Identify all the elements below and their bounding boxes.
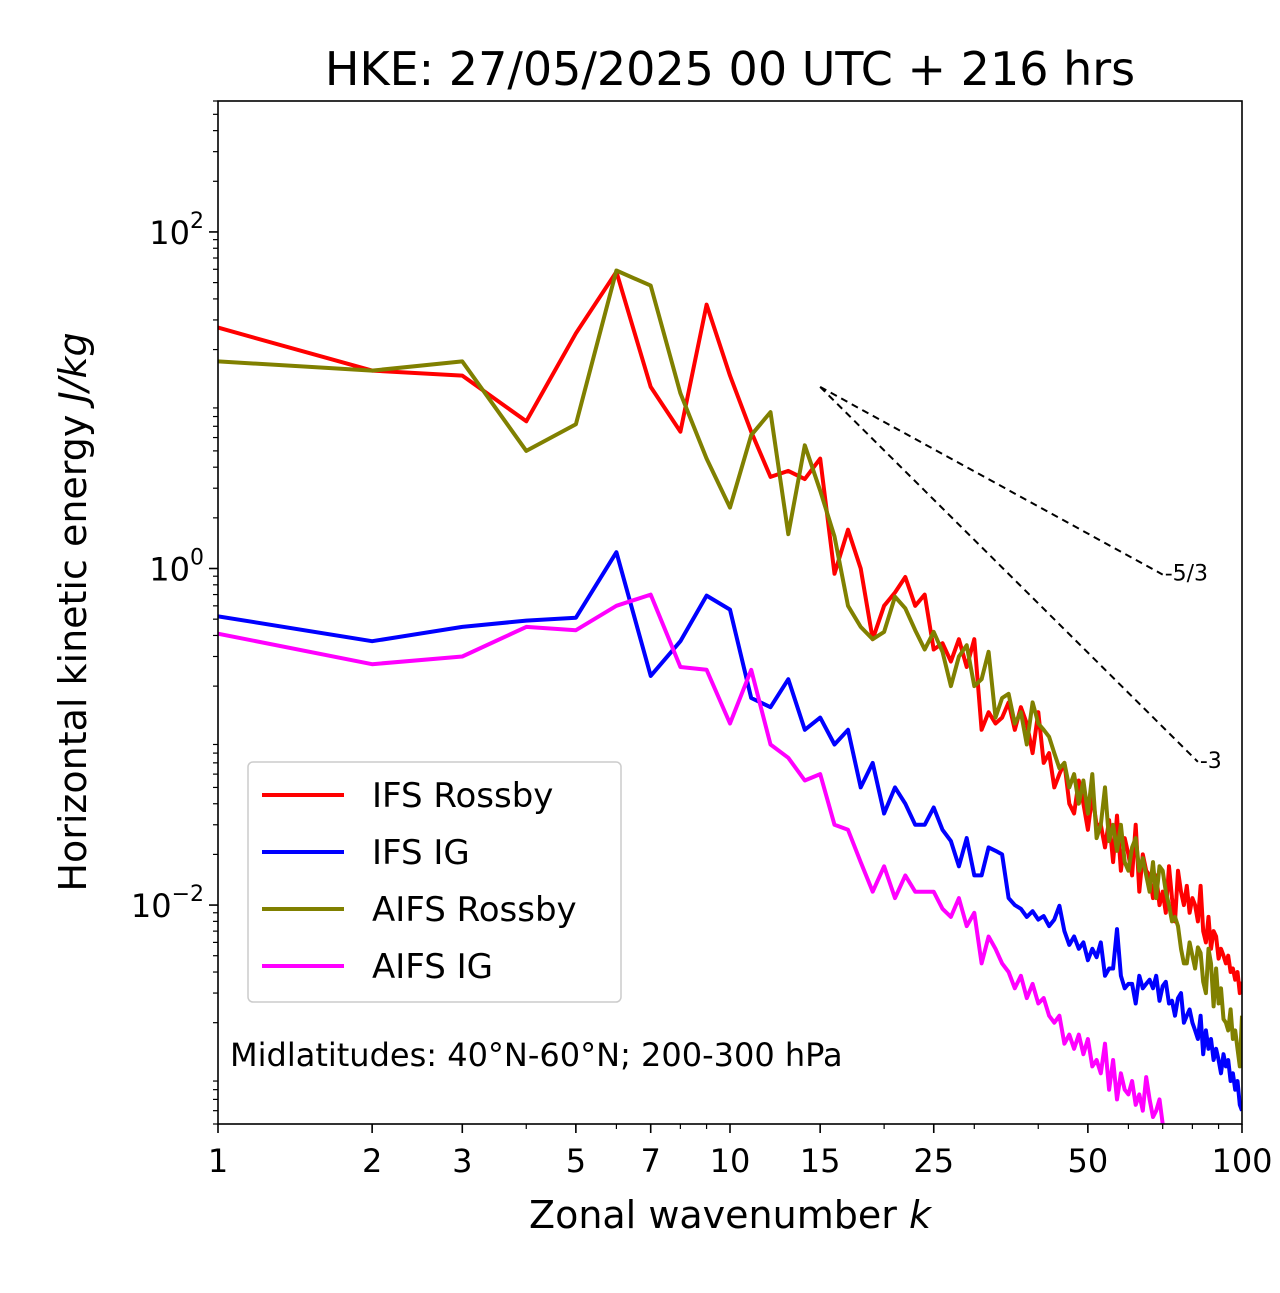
y-tick-label: 102 bbox=[149, 209, 204, 252]
series-line-ifs-ig bbox=[218, 550, 1242, 1112]
y-axis-label: Horizontal kinetic energy J/kg bbox=[51, 332, 95, 891]
plot-lines bbox=[218, 268, 1242, 1124]
chart-title: HKE: 27/05/2025 00 UTC + 216 hrs bbox=[325, 42, 1135, 96]
slope-label: -3 bbox=[1200, 749, 1222, 774]
legend-box bbox=[247, 761, 622, 1003]
legend-label: IFS Rossby bbox=[372, 776, 553, 816]
x-tick-label: 15 bbox=[800, 1142, 841, 1180]
minor-ticks bbox=[213, 100, 1220, 1129]
legend-label: AIFS Rossby bbox=[372, 890, 577, 930]
slope-line bbox=[819, 386, 1199, 763]
x-tick-label: 1 bbox=[208, 1142, 228, 1180]
x-tick-label: 3 bbox=[452, 1142, 472, 1180]
x-tick-label: 5 bbox=[566, 1142, 586, 1180]
series-line-ifs-rossby bbox=[218, 269, 1242, 996]
x-tick-label: 100 bbox=[1211, 1142, 1272, 1180]
legend-label: IFS IG bbox=[372, 833, 470, 873]
legend: IFS Rossby IFS IG AIFS Rossby AIFS IG bbox=[247, 761, 622, 1003]
series-line-aifs-ig bbox=[218, 592, 1165, 1124]
x-axis-ticks: 1 2 3 5 7 10 15 25 50 100 bbox=[208, 1124, 1273, 1180]
series-line-aifs-rossby bbox=[218, 268, 1242, 1069]
region-annotation: Midlatitudes: 40°N-60°N; 200-300 hPa bbox=[230, 1036, 843, 1074]
x-axis-label: Zonal wavenumber k bbox=[529, 1193, 933, 1237]
slope-line bbox=[819, 386, 1164, 576]
x-tick-label: 7 bbox=[641, 1142, 661, 1180]
x-tick-label: 25 bbox=[913, 1142, 954, 1180]
x-tick-label: 2 bbox=[362, 1142, 382, 1180]
x-tick-label: 10 bbox=[710, 1142, 751, 1180]
y-tick-label: 10−2 bbox=[131, 882, 204, 925]
x-tick-label: 50 bbox=[1068, 1142, 1109, 1180]
slope-reference-lines: -5/3 -3 bbox=[819, 386, 1222, 774]
y-tick-label: 100 bbox=[149, 546, 204, 589]
slope-label: -5/3 bbox=[1165, 562, 1208, 587]
y-axis-ticks: 102 100 10−2 bbox=[131, 209, 218, 925]
legend-label: AIFS IG bbox=[372, 947, 493, 987]
